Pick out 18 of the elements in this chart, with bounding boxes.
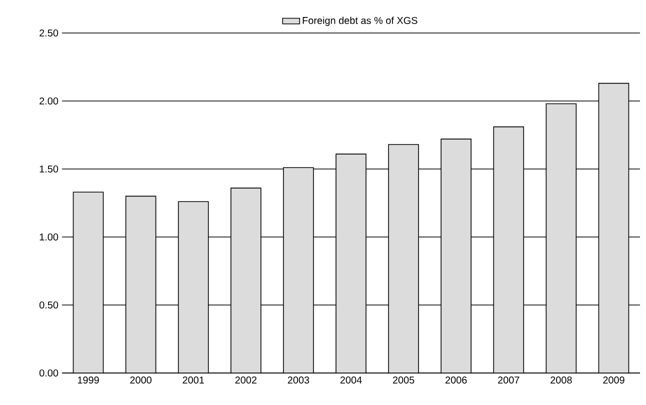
x-tick-label: 2003 (288, 376, 310, 384)
x-tick-label: 2006 (446, 376, 467, 384)
x-tick-label: 2004 (340, 376, 362, 384)
x-tick-label: 2007 (498, 376, 520, 384)
y-tick-label: 1.00 (40, 233, 58, 241)
x-tick-label: 2002 (235, 376, 256, 384)
legend-label: Foreign debt as % of XGS (302, 16, 418, 26)
x-tick-label: 2001 (182, 376, 204, 384)
x-tick-label: 2008 (550, 376, 572, 384)
x-tick-label: 1999 (78, 376, 99, 384)
y-tick-label: 2.50 (40, 29, 58, 37)
x-tick-label: 2009 (603, 376, 624, 384)
y-tick-label: 2.00 (40, 97, 58, 105)
y-tick-label: 0.00 (39, 369, 58, 377)
y-tick-label: 1.50 (40, 165, 58, 173)
y-tick-label: 0.50 (39, 301, 58, 309)
x-tick-label: 2005 (392, 376, 414, 384)
x-tick-label: 2000 (130, 376, 152, 384)
